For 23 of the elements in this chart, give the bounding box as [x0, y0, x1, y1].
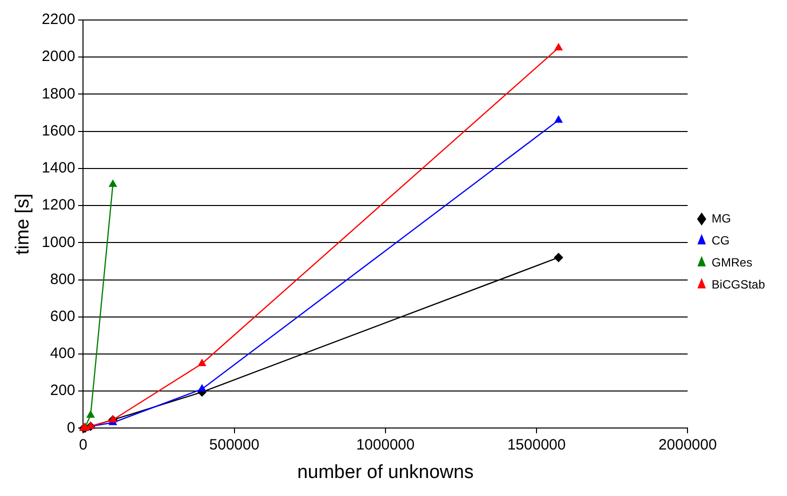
y-tick-label: 1800: [42, 85, 76, 102]
y-tick-label: 800: [50, 270, 76, 288]
y-tick-label: 1600: [42, 122, 76, 140]
y-tick-label: 400: [50, 345, 76, 362]
y-tick-label: 2200: [42, 11, 76, 28]
y-axis-title: time [s]: [12, 193, 34, 255]
legend-label: BiCGStab: [712, 277, 766, 292]
legend-label: GMRes: [712, 255, 752, 270]
x-tick-label: 0: [78, 436, 88, 454]
y-tick-label: 0: [66, 419, 76, 436]
legend-label: CG: [712, 233, 730, 248]
x-tick-label: 500000: [209, 436, 260, 454]
y-tick-label: 1000: [42, 234, 76, 251]
y-tick-label: 200: [50, 382, 76, 400]
x-tick-label: 2000000: [658, 436, 717, 454]
x-tick-label: 1500000: [507, 436, 566, 454]
x-tick-label: 1000000: [356, 436, 415, 454]
y-tick-label: 600: [50, 308, 76, 326]
y-tick-label: 1200: [42, 196, 76, 214]
y-tick-label: 1400: [42, 160, 76, 177]
legend-label: MG: [712, 211, 731, 226]
x-axis-title: number of unknowns: [297, 462, 474, 483]
y-tick-label: 2000: [42, 48, 76, 66]
